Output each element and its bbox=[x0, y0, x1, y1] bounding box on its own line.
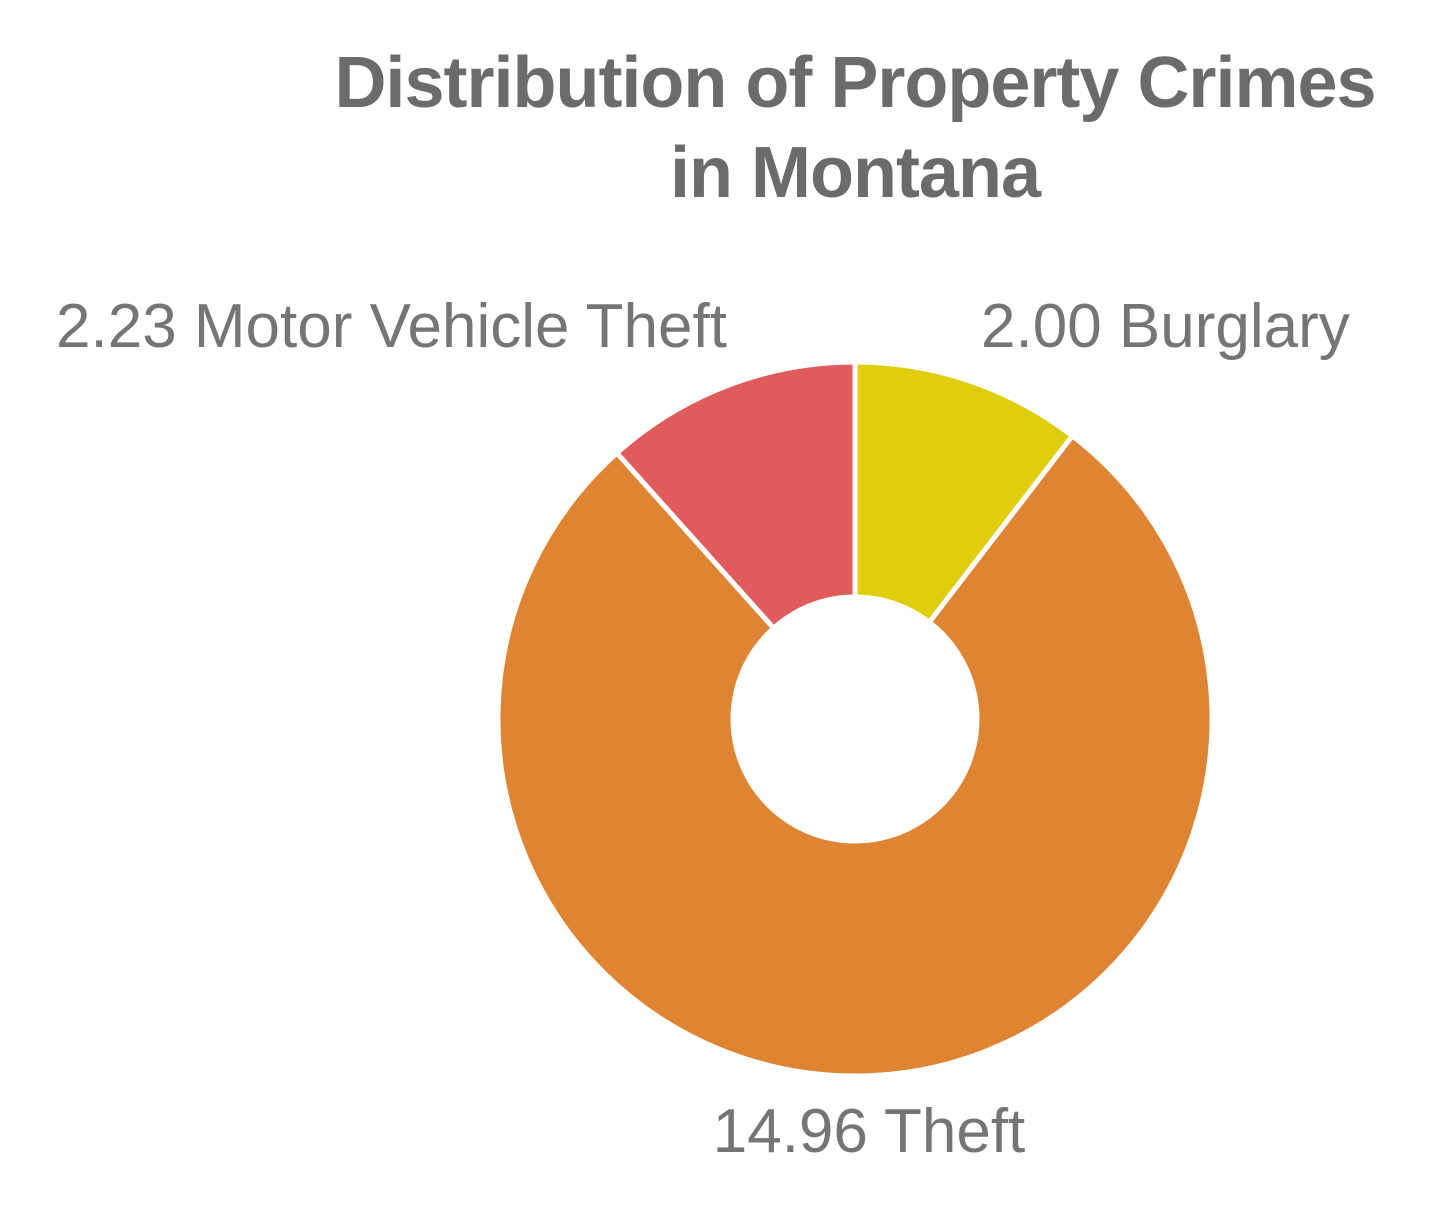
donut-slice-theft[interactable] bbox=[495, 432, 1215, 1079]
chart-title-line2: in Montana bbox=[670, 133, 1041, 213]
slice-label-theft: 14.96 Theft bbox=[712, 1097, 1026, 1166]
chart-title-line1: Distribution of Property Crimes bbox=[334, 43, 1376, 123]
slice-label-motor-vehicle-theft: 2.23 Motor Vehicle Theft bbox=[56, 292, 727, 361]
chart-title: Distribution of Property Crimes in Monta… bbox=[255, 38, 1431, 218]
donut-slice-motor-vehicle-theft[interactable] bbox=[613, 359, 858, 632]
donut-slice-burglary[interactable] bbox=[852, 359, 1076, 626]
slice-label-burglary: 2.00 Burglary bbox=[981, 292, 1350, 361]
